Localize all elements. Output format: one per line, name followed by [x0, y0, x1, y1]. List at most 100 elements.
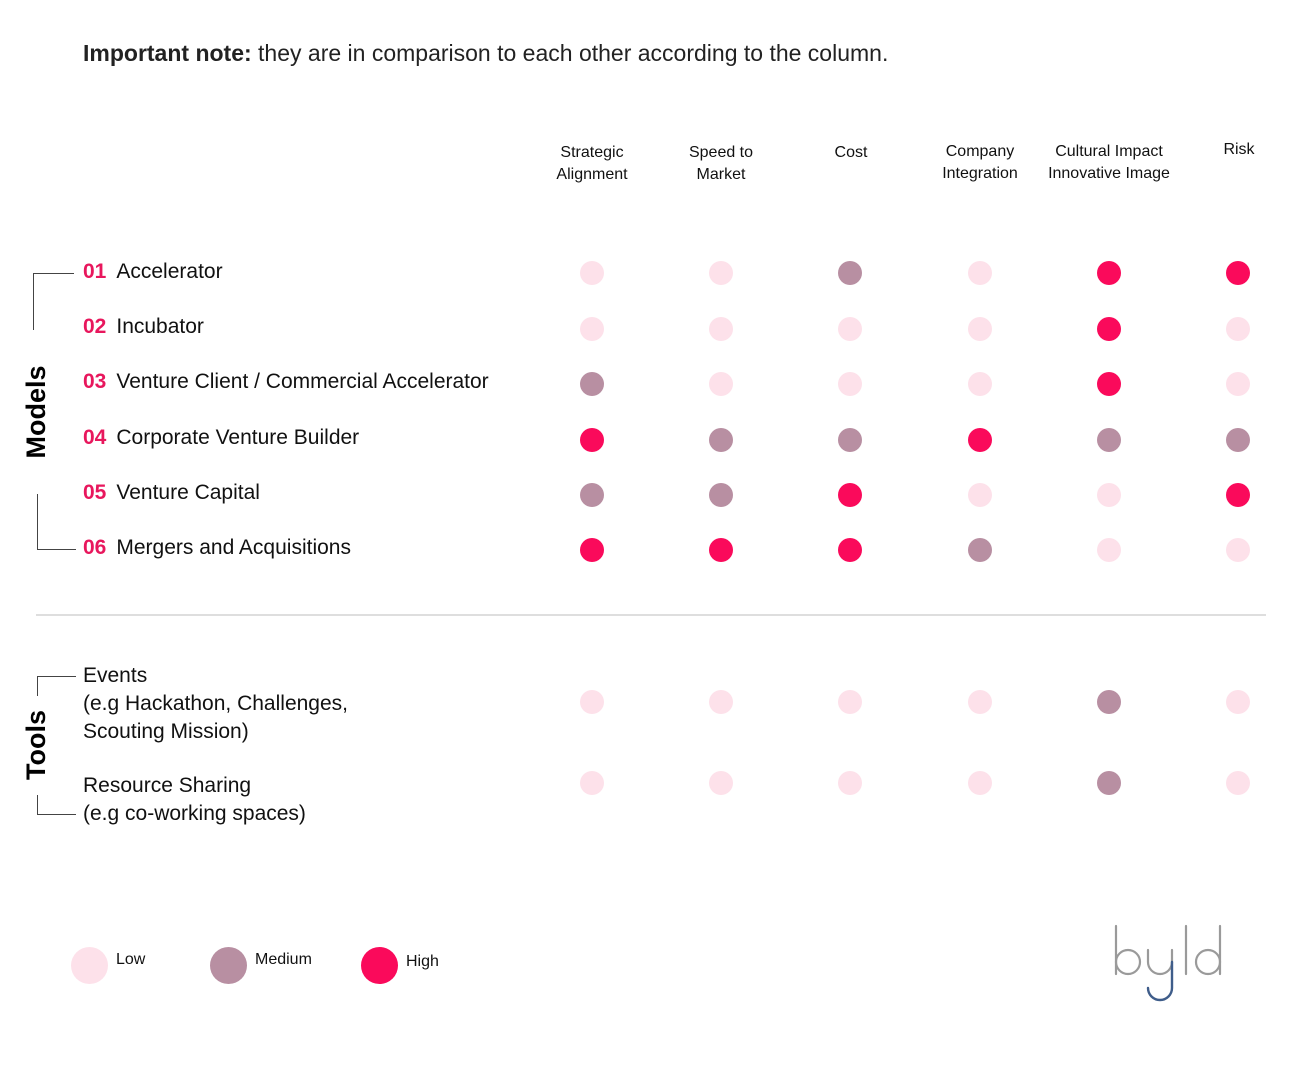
model-row-label: 01 Accelerator — [83, 260, 223, 284]
rating-dot-high — [968, 428, 992, 452]
tool-row-line: (e.g Hackathon, Challenges, — [83, 692, 348, 715]
rating-dot-low — [1226, 538, 1250, 562]
rating-dot-medium — [1097, 771, 1121, 795]
model-row-name: Incubator — [116, 315, 204, 338]
group-title-models: Models — [21, 365, 51, 459]
byld-logo: byld — [1114, 924, 1222, 1002]
important-note: Important note: they are in comparison t… — [83, 40, 888, 67]
rating-dot-medium — [580, 483, 604, 507]
rating-dot-high — [580, 538, 604, 562]
rating-dot-low — [838, 317, 862, 341]
rating-dot-low — [838, 372, 862, 396]
model-row-number: 06 — [83, 536, 107, 559]
rating-dot-low — [580, 261, 604, 285]
rating-dot-low — [580, 771, 604, 795]
model-row-name: Corporate Venture Builder — [116, 426, 360, 449]
legend-dot-medium — [210, 947, 247, 984]
legend-label-high: High — [406, 953, 439, 970]
rating-dot-low — [968, 317, 992, 341]
rating-dot-low — [1097, 483, 1121, 507]
tool-row-label-resource-sharing: Resource Sharing (e.g co-working spaces) — [83, 772, 306, 828]
tool-row-line: (e.g co-working spaces) — [83, 802, 306, 825]
tool-row-line: Events — [83, 664, 148, 687]
rating-dot-high — [838, 483, 862, 507]
rating-dot-low — [1226, 372, 1250, 396]
model-row-label: 02 Incubator — [83, 315, 204, 339]
column-header-line: Speed to — [688, 144, 754, 161]
column-header-cost: Cost — [776, 142, 926, 164]
column-header-cultural-impact: Cultural Impact Innovative Image — [1034, 141, 1184, 185]
column-header-line: Cultural Impact — [1055, 143, 1163, 160]
rating-dot-low — [580, 317, 604, 341]
model-row-name: Venture Capital — [116, 481, 260, 504]
column-header-line: Cost — [834, 144, 868, 161]
rating-dot-high — [838, 538, 862, 562]
rating-dot-medium — [709, 428, 733, 452]
column-header-line: Innovative Image — [1048, 165, 1170, 182]
rating-dot-low — [580, 690, 604, 714]
legend-label-medium: Medium — [255, 951, 312, 968]
rating-dot-low — [1226, 690, 1250, 714]
rating-dot-low — [968, 771, 992, 795]
rating-dot-low — [968, 483, 992, 507]
rating-dot-low — [968, 261, 992, 285]
rating-dot-medium — [709, 483, 733, 507]
model-row-label: 05 Venture Capital — [83, 481, 260, 505]
rating-dot-high — [1097, 317, 1121, 341]
group-title-tools: Tools — [21, 710, 51, 780]
model-row-label: 04 Corporate Venture Builder — [83, 426, 359, 450]
tool-row-label-events: Events (e.g Hackathon, Challenges, Scout… — [83, 662, 348, 746]
rating-dot-low — [1226, 771, 1250, 795]
model-row-number: 01 — [83, 260, 107, 283]
legend-label-low: Low — [116, 951, 146, 968]
model-row-label: 03 Venture Client / Commercial Accelerato… — [83, 370, 489, 394]
rating-dot-medium — [1097, 690, 1121, 714]
rating-dot-medium — [580, 372, 604, 396]
model-row-name: Mergers and Acquisitions — [116, 536, 351, 559]
rating-dot-high — [1097, 372, 1121, 396]
rating-dot-high — [580, 428, 604, 452]
tool-row-line: Scouting Mission) — [83, 720, 249, 743]
rating-dot-high — [1097, 261, 1121, 285]
rating-dot-low — [838, 771, 862, 795]
model-row-name: Venture Client / Commercial Accelerator — [116, 370, 489, 393]
rating-dot-low — [709, 771, 733, 795]
rating-dot-medium — [1226, 428, 1250, 452]
rating-dot-low — [838, 690, 862, 714]
model-row-label: 06 Mergers and Acquisitions — [83, 536, 351, 560]
rating-dot-low — [709, 372, 733, 396]
column-header-speed-to-market: Speed to Market — [646, 142, 796, 186]
column-header-risk: Risk — [1164, 139, 1304, 161]
rating-dot-low — [709, 690, 733, 714]
column-header-line: Company — [945, 143, 1015, 160]
rating-dot-medium — [1097, 428, 1121, 452]
column-header-strategic-alignment: Strategic Alignment — [517, 142, 667, 186]
model-row-number: 05 — [83, 481, 107, 504]
rating-dot-medium — [838, 428, 862, 452]
column-header-company-integration: Company Integration — [905, 141, 1055, 185]
rating-dot-low — [1226, 317, 1250, 341]
model-row-number: 04 — [83, 426, 107, 449]
tool-row-line: Resource Sharing — [83, 774, 252, 797]
important-note-text: they are in comparison to each other acc… — [251, 40, 889, 66]
rating-dot-low — [1097, 538, 1121, 562]
model-row-number: 02 — [83, 315, 107, 338]
section-divider — [36, 614, 1266, 616]
model-row-number: 03 — [83, 370, 107, 393]
models-bracket-bottom — [37, 494, 76, 550]
rating-dot-high — [1226, 261, 1250, 285]
tools-bracket-top — [37, 676, 76, 696]
rating-dot-high — [1226, 483, 1250, 507]
rating-dot-low — [968, 372, 992, 396]
rating-dot-medium — [968, 538, 992, 562]
rating-dot-low — [709, 261, 733, 285]
rating-dot-high — [709, 538, 733, 562]
model-row-name: Accelerator — [116, 260, 223, 283]
tools-bracket-bottom — [37, 795, 76, 815]
column-header-line: Risk — [1223, 141, 1255, 158]
column-header-line: Market — [696, 166, 746, 183]
rating-dot-low — [709, 317, 733, 341]
column-header-line: Integration — [942, 165, 1018, 182]
column-header-line: Strategic — [560, 144, 624, 161]
important-note-label: Important note: — [83, 40, 252, 66]
